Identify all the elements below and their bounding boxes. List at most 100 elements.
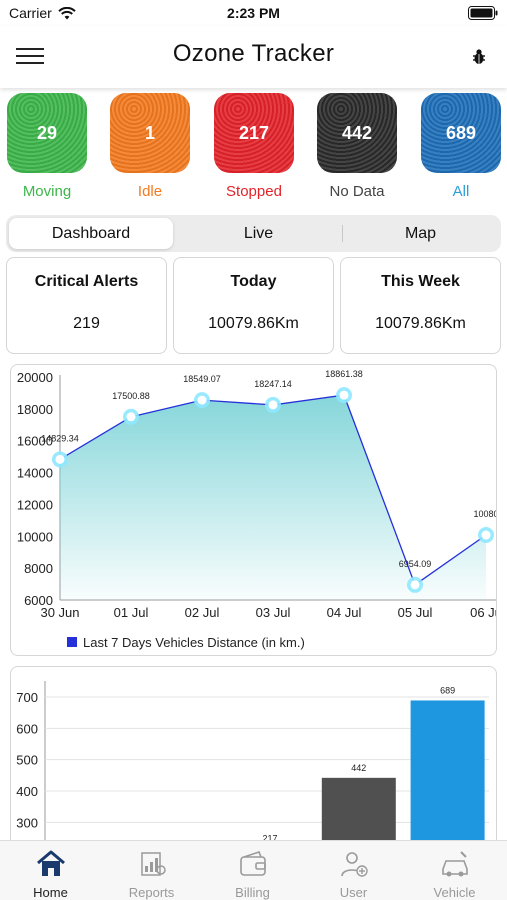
card-title: Today bbox=[230, 273, 277, 290]
data-label: 18861.38 bbox=[325, 369, 363, 379]
legend-swatch bbox=[67, 637, 77, 647]
tab-label: Billing bbox=[235, 885, 270, 900]
bar-value-label: 217 bbox=[262, 833, 277, 843]
area-fill bbox=[60, 395, 486, 600]
y-tick-label: 6000 bbox=[24, 593, 53, 608]
status-bar-chart-card: 300 400 500 600 700 217 442 689 bbox=[10, 666, 497, 867]
data-point-core bbox=[410, 580, 420, 590]
x-tick-label: 30 Jun bbox=[40, 605, 79, 620]
vehicle-icon bbox=[442, 851, 468, 877]
tile-moving[interactable]: 29 bbox=[7, 93, 87, 173]
card-title: Critical Alerts bbox=[34, 273, 139, 290]
legend-label: Last 7 Days Vehicles Distance (in km.) bbox=[83, 635, 305, 650]
y-tick-label: 700 bbox=[16, 690, 38, 705]
data-label: 18247.14 bbox=[254, 379, 292, 389]
card-today[interactable]: Today 10079.86Km bbox=[173, 257, 334, 354]
bar-value-label: 689 bbox=[440, 685, 455, 695]
data-label: 6954.09 bbox=[399, 559, 432, 569]
tile-label-idle: Idle bbox=[137, 183, 163, 200]
tab-home[interactable]: Home bbox=[0, 841, 101, 900]
y-tick-label: 14000 bbox=[17, 466, 53, 481]
data-point-core bbox=[339, 390, 349, 400]
data-label: 17500.88 bbox=[112, 391, 150, 401]
y-tick-label: 600 bbox=[16, 721, 38, 736]
tab-reports[interactable]: Reports bbox=[101, 841, 202, 900]
carrier-label: Carrier bbox=[9, 5, 52, 21]
tile-count: 689 bbox=[445, 122, 477, 143]
card-this-week[interactable]: This Week 10079.86Km bbox=[340, 257, 501, 354]
data-point-core bbox=[197, 395, 207, 405]
card-value: 10079.86Km bbox=[375, 315, 466, 332]
x-tick-label: 06 Ju bbox=[470, 605, 496, 620]
page-title: Ozone Tracker bbox=[172, 40, 335, 67]
hamburger-menu-icon[interactable] bbox=[16, 48, 44, 68]
segment-live[interactable]: Live bbox=[243, 224, 274, 242]
battery-icon bbox=[468, 6, 498, 20]
segment-dashboard[interactable]: Dashboard bbox=[9, 218, 173, 249]
data-label: 14829.34 bbox=[41, 433, 79, 443]
tab-label: Home bbox=[33, 885, 68, 900]
user-icon bbox=[341, 852, 368, 877]
x-tick-label: 01 Jul bbox=[114, 605, 149, 620]
tile-count: 1 bbox=[144, 122, 155, 143]
y-tick-label: 12000 bbox=[17, 497, 53, 512]
tile-label-all: All bbox=[452, 183, 470, 200]
status-time: 2:23 PM bbox=[227, 5, 280, 21]
x-tick-label: 02 Jul bbox=[185, 605, 220, 620]
bar-value-label: 442 bbox=[351, 763, 366, 773]
app-header: Ozone Tracker bbox=[0, 26, 507, 88]
status-bar: Carrier 2:23 PM bbox=[0, 0, 507, 26]
data-point-core bbox=[268, 400, 278, 410]
tile-idle[interactable]: 1 bbox=[110, 93, 190, 173]
tile-label-moving: Moving bbox=[22, 183, 72, 200]
tab-vehicle[interactable]: Vehicle bbox=[404, 841, 505, 900]
reports-icon bbox=[141, 852, 166, 876]
tab-billing[interactable]: Billing bbox=[202, 841, 303, 900]
carrier-info: Carrier bbox=[9, 5, 76, 21]
x-tick-label: 03 Jul bbox=[256, 605, 291, 620]
y-tick-label: 500 bbox=[16, 753, 38, 768]
card-title: This Week bbox=[381, 273, 460, 290]
card-value: 219 bbox=[73, 315, 100, 332]
y-tick-label: 8000 bbox=[24, 561, 53, 576]
y-tick-label: 18000 bbox=[17, 402, 53, 417]
data-label: 18549.07 bbox=[183, 374, 221, 384]
tile-count: 29 bbox=[36, 122, 58, 143]
bottom-tab-bar: Home Reports Billing User bbox=[0, 840, 507, 900]
tile-stopped[interactable]: 217 bbox=[214, 93, 294, 173]
distance-line-chart: 6000 8000 10000 12000 14000 16000 18000 20000 30… bbox=[17, 369, 502, 650]
distance-chart-card: 6000 8000 10000 12000 14000 16000 18000 20000 30… bbox=[10, 364, 502, 656]
y-tick-label: 20000 bbox=[17, 370, 53, 385]
data-point-core bbox=[126, 412, 136, 422]
tile-count: 217 bbox=[238, 122, 270, 143]
y-tick-label: 300 bbox=[16, 815, 38, 830]
card-critical-alerts[interactable]: Critical Alerts 219 bbox=[6, 257, 167, 354]
segment-divider bbox=[342, 225, 343, 242]
view-segment-control: Dashboard Live Map bbox=[6, 215, 501, 252]
home-icon bbox=[37, 850, 65, 876]
data-point-core bbox=[55, 454, 65, 464]
y-tick-label: 400 bbox=[16, 784, 38, 799]
tile-count: 442 bbox=[341, 122, 373, 143]
tab-label: Reports bbox=[128, 885, 175, 900]
tab-label: Vehicle bbox=[433, 885, 476, 900]
billing-icon bbox=[240, 851, 266, 876]
wifi-icon bbox=[58, 6, 76, 19]
card-value: 10079.86Km bbox=[208, 315, 299, 332]
status-bar-chart: 300 400 500 600 700 217 442 689 bbox=[16, 681, 489, 867]
x-tick-label: 04 Jul bbox=[327, 605, 362, 620]
x-tick-label: 05 Jul bbox=[398, 605, 433, 620]
tab-label: User bbox=[339, 885, 368, 900]
bug-icon[interactable] bbox=[471, 48, 487, 66]
tile-all[interactable]: 689 bbox=[421, 93, 501, 173]
tile-label-no-data: No Data bbox=[329, 183, 385, 200]
data-point-core bbox=[481, 530, 491, 540]
bar bbox=[410, 700, 485, 867]
segment-map[interactable]: Map bbox=[404, 224, 437, 242]
y-tick-label: 16000 bbox=[17, 434, 53, 449]
y-tick-label: 10000 bbox=[17, 529, 53, 544]
tile-label-stopped: Stopped bbox=[226, 183, 282, 200]
data-label: 10080 bbox=[473, 509, 496, 519]
tile-no-data[interactable]: 442 bbox=[317, 93, 397, 173]
tab-user[interactable]: User bbox=[303, 841, 404, 900]
